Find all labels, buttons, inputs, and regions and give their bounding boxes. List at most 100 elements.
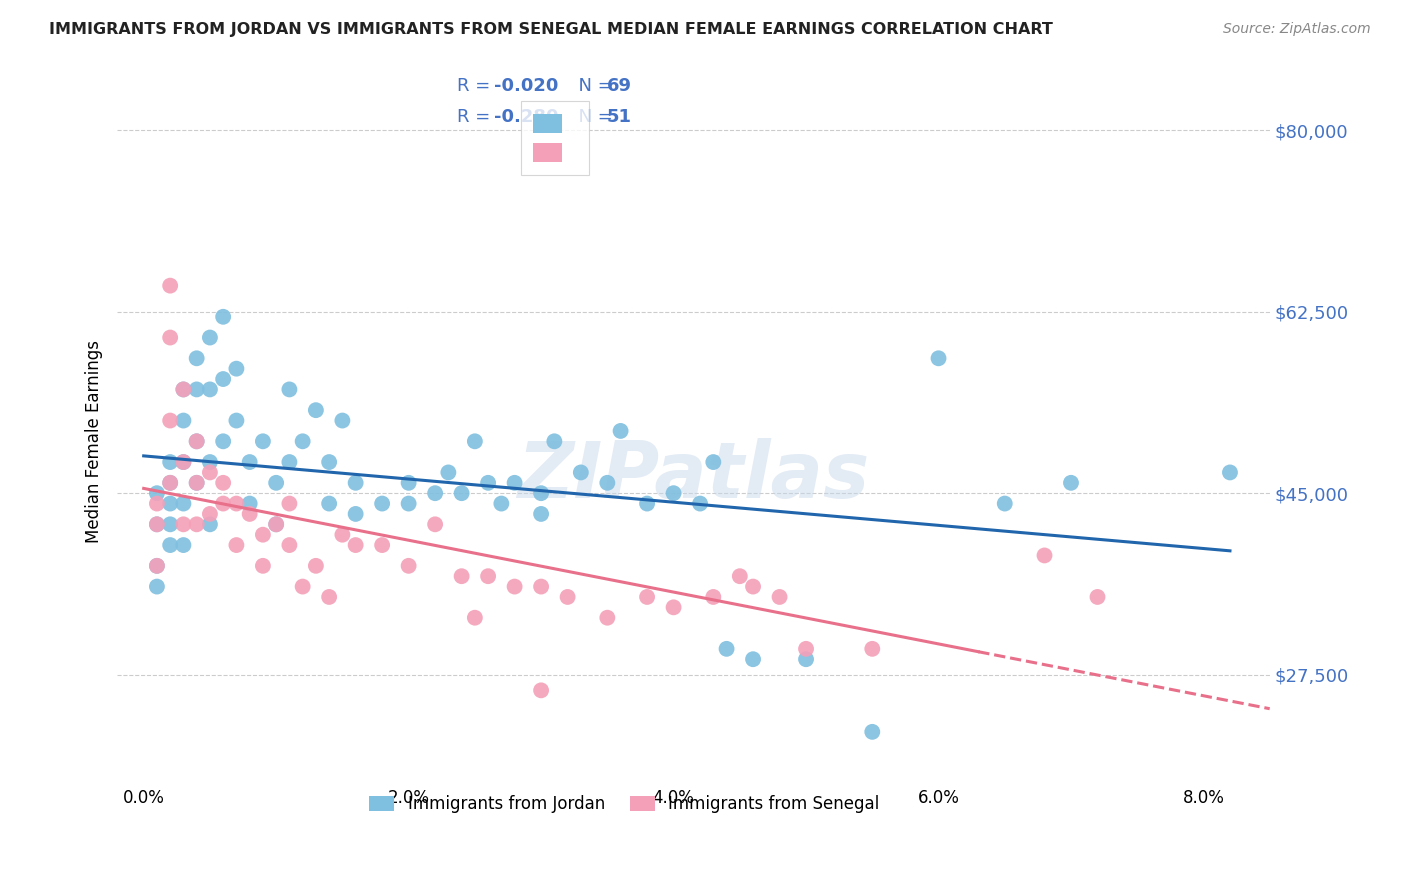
Point [702,455,724,469]
Point [252,527,274,541]
Point [636,497,658,511]
Point [159,475,181,490]
Point [146,517,169,532]
Point [291,580,314,594]
Point [662,600,685,615]
Point [305,403,328,417]
Point [225,413,247,427]
Point [159,538,181,552]
Point [794,641,817,656]
Point [491,497,513,511]
Point [239,507,262,521]
Text: N =: N = [567,78,619,95]
Point [477,569,499,583]
Legend: Immigrants from Jordan, Immigrants from Senegal: Immigrants from Jordan, Immigrants from … [359,785,890,823]
Point [264,517,287,532]
Point [186,434,208,449]
Point [1060,475,1083,490]
Point [146,558,169,573]
Point [186,475,208,490]
Text: 69: 69 [607,78,633,95]
Point [198,517,221,532]
Point [146,486,169,500]
Point [172,455,194,469]
Point [318,590,340,604]
Point [716,641,738,656]
Point [172,538,194,552]
Point [159,497,181,511]
Point [159,475,181,490]
Point [159,517,181,532]
Point [212,434,235,449]
Point [159,330,181,344]
Point [264,517,287,532]
Point [212,310,235,324]
Point [596,475,619,490]
Point [278,497,301,511]
Point [464,434,486,449]
Point [860,724,883,739]
Point [742,652,765,666]
Point [398,475,420,490]
Point [332,413,354,427]
Point [994,497,1017,511]
Point [146,580,169,594]
Point [332,527,354,541]
Point [172,413,194,427]
Point [1219,466,1241,480]
Point [278,455,301,469]
Point [503,580,526,594]
Point [530,486,553,500]
Point [198,330,221,344]
Point [225,538,247,552]
Point [198,383,221,397]
Point [305,558,328,573]
Point [928,351,950,366]
Point [1033,549,1056,563]
Point [198,455,221,469]
Point [530,683,553,698]
Point [225,497,247,511]
Point [450,486,472,500]
Point [146,497,169,511]
Point [318,497,340,511]
Point [636,590,658,604]
Point [225,361,247,376]
Point [186,383,208,397]
Point [186,517,208,532]
Point [450,569,472,583]
Point [278,538,301,552]
Point [198,507,221,521]
Point [423,486,446,500]
Text: -0.280: -0.280 [494,108,558,127]
Point [318,455,340,469]
Point [212,475,235,490]
Point [159,413,181,427]
Point [609,424,631,438]
Point [569,466,592,480]
Point [146,558,169,573]
Point [264,475,287,490]
Point [172,517,194,532]
Point [557,590,579,604]
Text: IMMIGRANTS FROM JORDAN VS IMMIGRANTS FROM SENEGAL MEDIAN FEMALE EARNINGS CORRELA: IMMIGRANTS FROM JORDAN VS IMMIGRANTS FRO… [49,22,1053,37]
Point [239,497,262,511]
Text: N =: N = [567,108,619,127]
Point [742,580,765,594]
Point [689,497,711,511]
Point [662,486,685,500]
Point [239,455,262,469]
Point [371,497,394,511]
Point [398,558,420,573]
Point [186,434,208,449]
Point [1087,590,1109,604]
Text: ZIPatlas: ZIPatlas [517,438,869,514]
Text: R =: R = [457,108,496,127]
Point [728,569,751,583]
Point [477,475,499,490]
Point [530,507,553,521]
Point [146,517,169,532]
Point [212,372,235,386]
Point [398,497,420,511]
Text: -0.020: -0.020 [494,78,558,95]
